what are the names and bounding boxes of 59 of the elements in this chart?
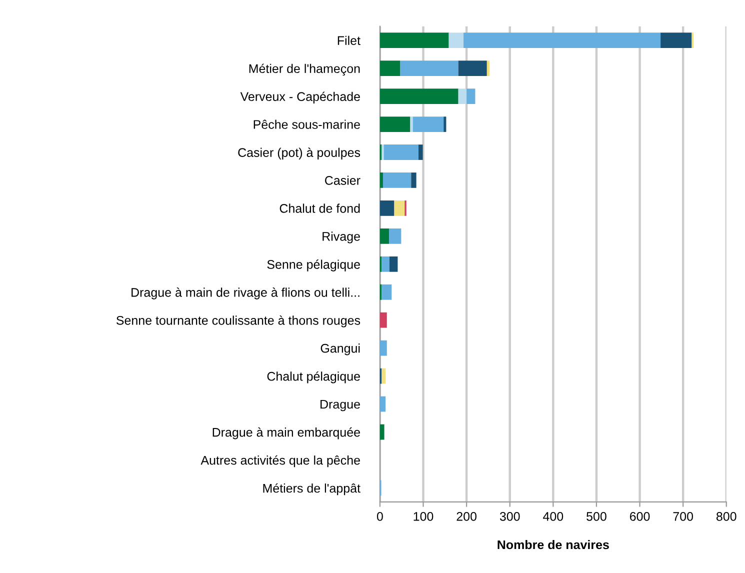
bar (458, 88, 467, 104)
bar (464, 32, 661, 48)
bar (380, 424, 384, 440)
y-tick-label: Drague (320, 400, 360, 412)
bar (384, 144, 418, 160)
x-axis-title: Nombre de navires (498, 540, 609, 550)
x-tick-label: 100 (414, 512, 434, 521)
bar (418, 144, 423, 160)
x-tick-label: 0 (376, 512, 383, 521)
y-tick-label: Métier de l'hameçon (249, 64, 360, 76)
bar (444, 116, 446, 132)
bar (380, 60, 400, 76)
y-tick-label: Verveux - Capéchade (240, 92, 360, 104)
y-tick-label: Drague à main embarquée (212, 427, 360, 440)
bar (458, 60, 487, 76)
y-tick-label: Drague à main de rivage à flions ou telli... (132, 288, 360, 300)
x-tick-label: 200 (456, 512, 476, 521)
y-tick-label: Casier (325, 176, 360, 185)
bar (382, 172, 412, 188)
bar (382, 256, 390, 272)
y-tick-label: Chalut pélagique (267, 371, 360, 384)
bar (380, 396, 386, 412)
y-tick-label: Chalut de fond (280, 204, 360, 213)
y-tick-label: Pêche sous-marine (254, 120, 360, 129)
y-tick-label: Rivage (322, 232, 360, 244)
bar (412, 116, 444, 132)
bar (380, 116, 410, 132)
bar (380, 32, 449, 48)
bar (389, 256, 398, 272)
bar (389, 228, 402, 244)
bar (448, 32, 464, 48)
y-tick-label: Senne tournante coulissante à thons rouges (116, 316, 360, 328)
bar (380, 172, 383, 188)
bar (380, 228, 390, 244)
x-tick-label: 300 (500, 512, 520, 521)
y-tick-label: Gangui (320, 344, 360, 356)
bar (382, 368, 386, 384)
x-tick-label: 500 (586, 512, 606, 521)
bar (660, 32, 692, 48)
bar (380, 312, 387, 328)
bar (486, 60, 490, 76)
bar (410, 116, 413, 132)
bar (380, 200, 394, 216)
x-tick-label: 700 (673, 512, 694, 521)
x-tick-label: 600 (630, 512, 650, 521)
bar (411, 172, 416, 188)
bar (380, 88, 458, 104)
y-tick-label: Autres activités que la pêche (200, 455, 360, 468)
x-tick-label: 400 (543, 512, 564, 521)
y-tick-label: Métiers de l'appât (263, 483, 360, 496)
y-tick-label: Filet (338, 36, 360, 45)
bar (382, 284, 392, 300)
y-tick-label: Casier (pot) à poulpes (238, 148, 360, 160)
bar (394, 200, 405, 216)
y-tick-label: Senne pélagique (267, 260, 360, 272)
bar (400, 60, 458, 76)
bar (380, 340, 387, 356)
x-tick-label: 800 (716, 512, 736, 521)
bar (466, 88, 476, 104)
